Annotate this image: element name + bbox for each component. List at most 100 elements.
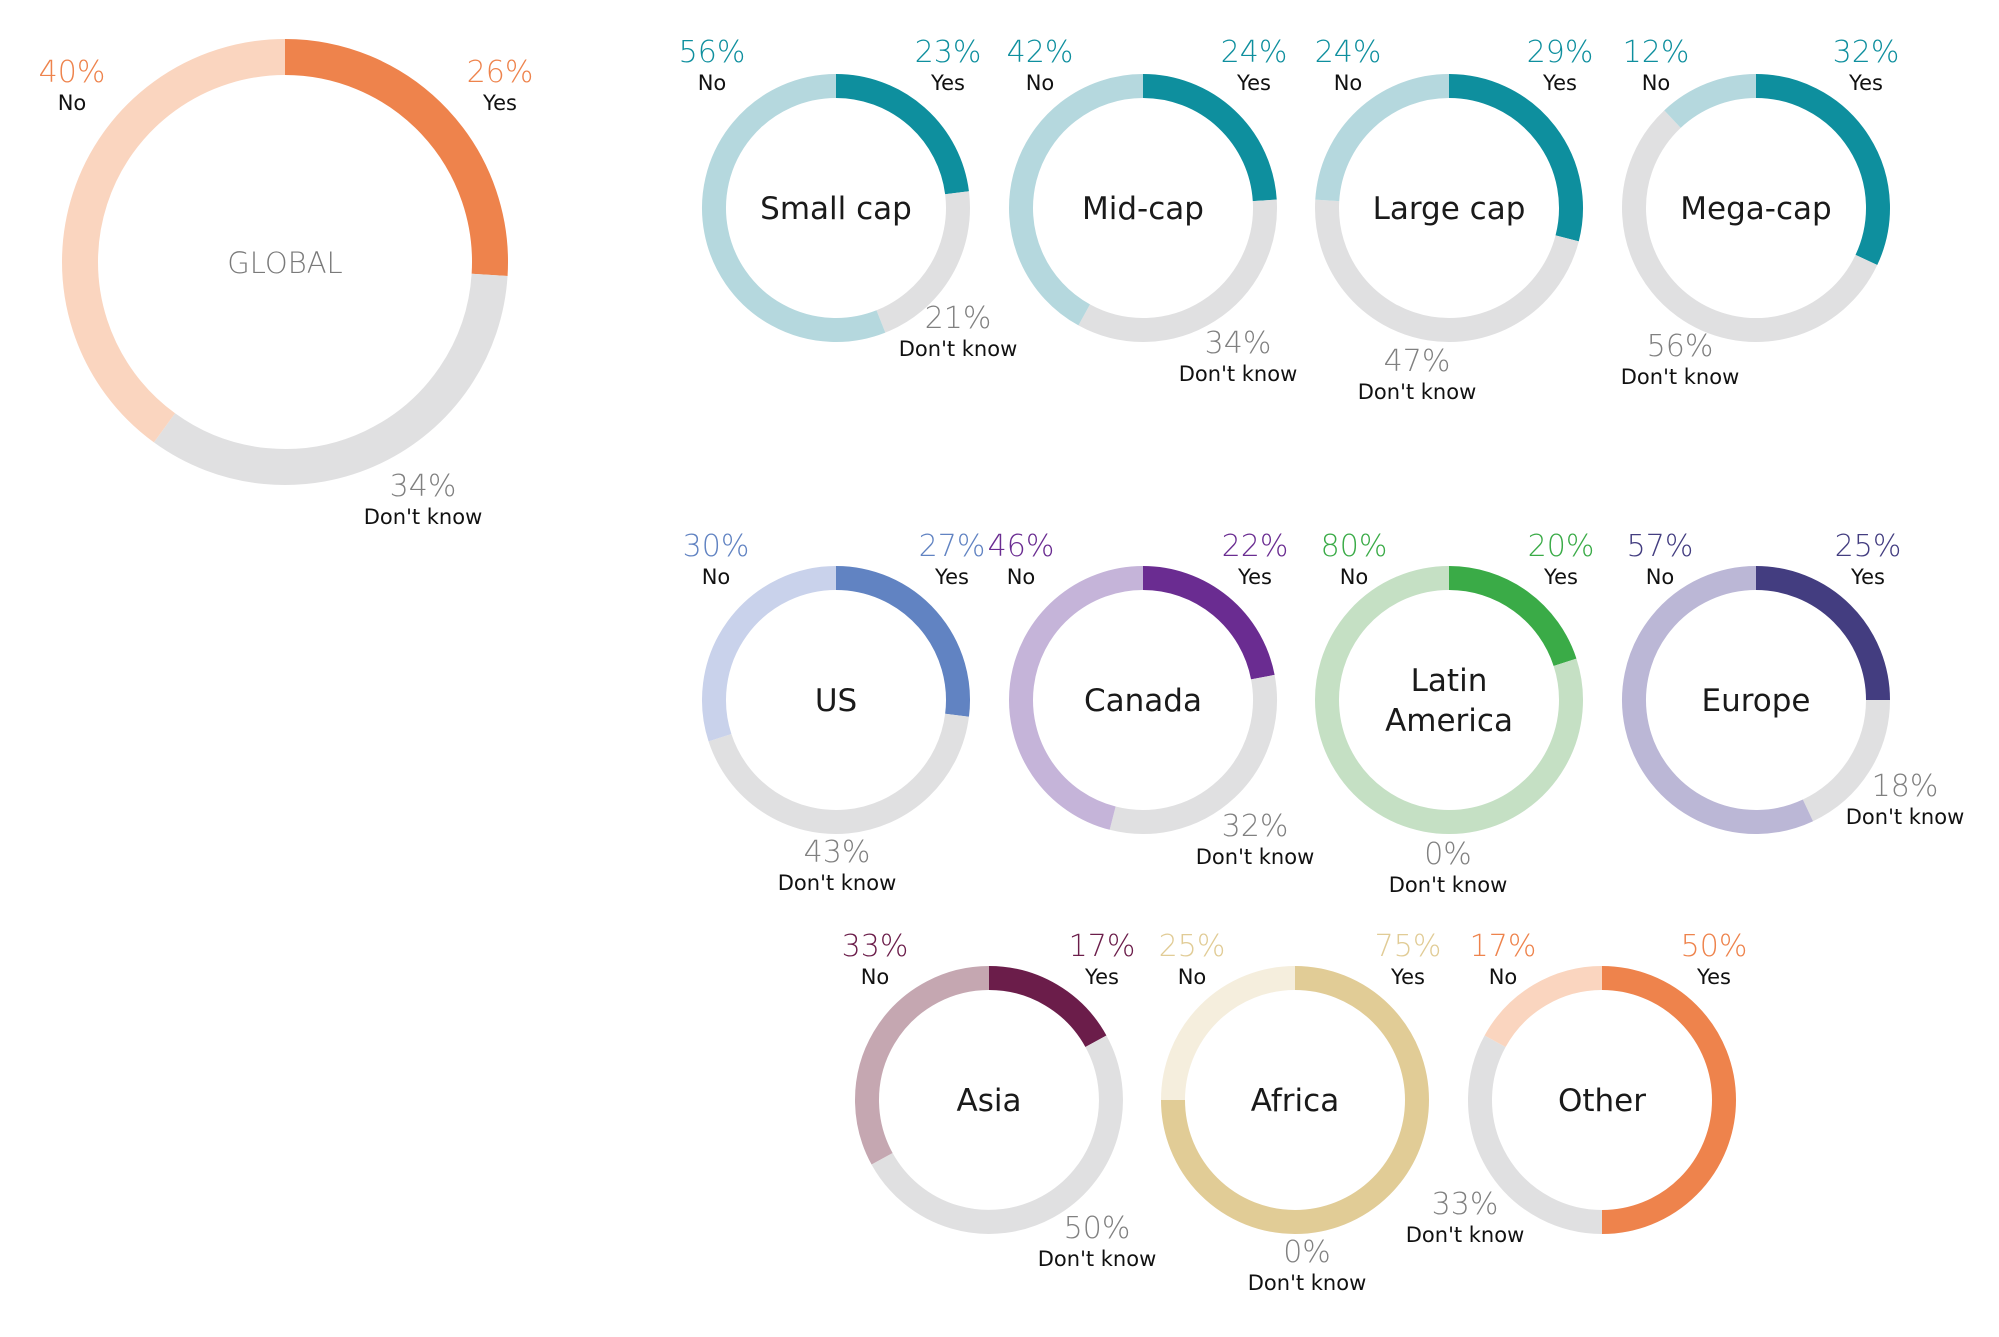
category-label: Yes — [1848, 71, 1883, 95]
donut-europe: Europe 25%Yes 57%No 18%Don't know — [1622, 529, 1965, 834]
category-label: Don't know — [1248, 1271, 1367, 1295]
donut-title: Other — [1558, 1083, 1646, 1119]
value-label: 32% — [1222, 809, 1289, 844]
slice-yes — [1448, 74, 1583, 242]
category-label: No — [1340, 565, 1369, 589]
category-label: Yes — [1390, 965, 1425, 989]
value-label: 30% — [683, 529, 750, 564]
donut-large-cap: Large cap 29%Yes 24%No 47%Don't know — [1315, 35, 1594, 404]
slice-no — [1622, 566, 1814, 834]
slice-dontknow — [1468, 1035, 1603, 1234]
category-label: Yes — [934, 565, 969, 589]
value-label: 46% — [988, 529, 1055, 564]
category-label: Yes — [1696, 965, 1731, 989]
slice-yes — [1142, 566, 1275, 680]
value-label: 25% — [1835, 529, 1902, 564]
slice-yes — [284, 39, 508, 276]
slice-dontknow — [1315, 199, 1579, 343]
value-label: 42% — [1007, 35, 1074, 70]
donut-mega-cap: Mega-cap 32%Yes 12%No 56%Don't know — [1621, 35, 1900, 389]
category-label: Yes — [1236, 71, 1271, 95]
donut-title: Asia — [957, 1083, 1022, 1119]
donut-latin-america: Latin America 20%Yes 80%No 0%Don't know — [1315, 529, 1595, 897]
category-label: Don't know — [1846, 805, 1965, 829]
value-label: 17% — [1470, 929, 1537, 964]
slice-no — [702, 74, 886, 342]
donut-asia: Asia 17%Yes 33%No 50%Don't know — [842, 929, 1157, 1271]
category-label: No — [861, 965, 890, 989]
category-label: Don't know — [1358, 380, 1477, 404]
value-label: 32% — [1833, 35, 1900, 70]
value-label: 23% — [915, 35, 982, 70]
value-label: 50% — [1681, 929, 1748, 964]
donut-title: US — [815, 683, 857, 719]
donut-title: Mid-cap — [1082, 191, 1204, 227]
value-label: 20% — [1528, 529, 1595, 564]
category-label: Don't know — [1038, 1247, 1157, 1271]
slice-no — [62, 39, 286, 443]
slice-yes — [1601, 966, 1736, 1234]
category-label: No — [1642, 71, 1671, 95]
donut-title: Large cap — [1373, 191, 1526, 227]
donut-global: GLOBAL 26%Yes 40%No 34%Don't know — [39, 39, 533, 529]
slice-no — [1009, 74, 1144, 326]
donut-africa: Africa 75%Yes 25%No 0%Don't know — [1159, 929, 1442, 1295]
category-label: Yes — [1084, 965, 1119, 989]
donut-mid-cap: Mid-cap 24%Yes 42%No 34%Don't know — [1007, 35, 1298, 386]
value-label: 34% — [1205, 326, 1272, 361]
slice-no — [702, 566, 837, 742]
value-label: 27% — [919, 529, 986, 564]
category-label: Don't know — [1621, 365, 1740, 389]
category-label: No — [58, 91, 87, 115]
value-label: 21% — [925, 301, 992, 336]
value-label: 50% — [1064, 1211, 1131, 1246]
slice-yes — [1161, 966, 1429, 1234]
slice-no — [1484, 966, 1603, 1048]
donut-title: Small cap — [760, 191, 912, 227]
value-label: 80% — [1321, 529, 1388, 564]
slice-dontknow — [871, 1035, 1123, 1234]
value-label: 18% — [1872, 769, 1939, 804]
slice-dontknow — [876, 191, 970, 333]
slice-yes — [1755, 566, 1890, 701]
value-label: 43% — [804, 835, 871, 870]
value-label: 17% — [1069, 929, 1136, 964]
slice-yes — [835, 74, 969, 195]
category-label: No — [1489, 965, 1518, 989]
category-label: Yes — [930, 71, 965, 95]
value-label: 24% — [1221, 35, 1288, 70]
slice-no — [1161, 966, 1296, 1101]
category-label: Don't know — [899, 337, 1018, 361]
slice-yes — [1142, 74, 1277, 202]
donut-title: Mega-cap — [1680, 191, 1831, 227]
slice-yes — [1755, 74, 1890, 266]
donut-other: Other 50%Yes 17%No 33%Don't know — [1406, 929, 1748, 1247]
donut-title: Africa — [1251, 1083, 1339, 1119]
slice-no — [1664, 74, 1757, 129]
value-label: 40% — [39, 55, 106, 90]
slice-dontknow — [1802, 699, 1890, 822]
donut-small-cap: Small cap 23%Yes 56%No 21%Don't know — [679, 35, 1018, 361]
category-label: Don't know — [778, 871, 897, 895]
donut-title: Latin America — [1385, 663, 1513, 739]
donut-canada: Canada 22%Yes 46%No 32%Don't know — [988, 529, 1315, 869]
slice-dontknow — [1622, 110, 1878, 342]
category-label: No — [1646, 565, 1675, 589]
category-label: Yes — [1543, 565, 1578, 589]
slice-yes — [835, 566, 970, 717]
slice-dontknow — [1078, 199, 1277, 342]
value-label: 25% — [1159, 929, 1226, 964]
slice-yes — [988, 966, 1107, 1048]
slice-no — [1315, 566, 1583, 834]
category-label: Don't know — [364, 505, 483, 529]
slice-no — [855, 966, 990, 1165]
value-label: 33% — [842, 929, 909, 964]
category-label: No — [1026, 71, 1055, 95]
category-label: Yes — [1850, 565, 1885, 589]
slice-dontknow — [153, 273, 508, 485]
category-label: No — [702, 565, 731, 589]
category-label: No — [1007, 565, 1036, 589]
value-label: 56% — [679, 35, 746, 70]
category-label: Don't know — [1406, 1223, 1525, 1247]
